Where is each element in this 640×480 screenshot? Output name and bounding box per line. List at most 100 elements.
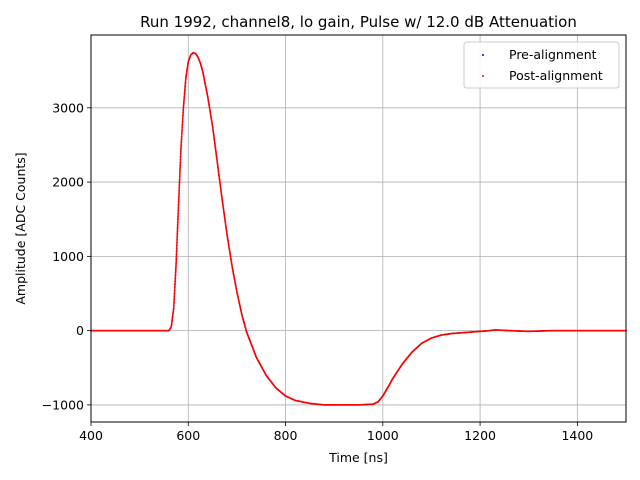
data-point: [178, 192, 180, 195]
data-point: [213, 140, 216, 142]
data-point: [177, 200, 180, 203]
data-point: [218, 175, 221, 178]
data-point: [212, 128, 214, 130]
data-point: [175, 250, 178, 253]
legend-label-post-alignment: Post-alignment: [509, 68, 603, 83]
x-axis-ticks: 400 600 800 1000 1200 1400: [79, 422, 593, 443]
data-point: [177, 212, 180, 215]
y-axis-ticks: −1000 0 1000 2000 3000: [42, 100, 91, 412]
data-point: [171, 318, 174, 320]
data-point: [176, 238, 179, 241]
data-point: [172, 307, 175, 310]
data-point: [213, 141, 216, 144]
data-point: [173, 301, 175, 304]
data-point: [179, 164, 182, 167]
data-point: [183, 96, 186, 99]
data-point: [175, 246, 178, 248]
data-point: [182, 105, 185, 108]
data-point: [180, 132, 183, 135]
data-point: [180, 147, 182, 150]
data-point: [211, 125, 214, 128]
data-point: [212, 133, 215, 136]
data-point: [176, 240, 178, 242]
data-point: [215, 157, 218, 160]
x-tick-label: 800: [274, 428, 298, 443]
data-point: [180, 141, 183, 144]
data-point: [175, 252, 178, 255]
data-point: [170, 324, 173, 327]
data-point: [221, 197, 223, 199]
data-point: [177, 214, 180, 216]
data-point: [211, 126, 214, 129]
data-point: [183, 94, 186, 96]
data-point: [172, 305, 175, 308]
data-point: [219, 187, 222, 190]
data-point: [178, 183, 181, 186]
data-point: [181, 120, 184, 123]
data-point: [216, 161, 219, 164]
data-point: [179, 172, 181, 175]
x-tick-label: 1000: [367, 428, 399, 443]
data-point: [176, 227, 179, 230]
data-point: [212, 130, 215, 133]
y-tick-label: 3000: [52, 100, 84, 115]
y-axis-label: Amplitude [ADC Counts]: [13, 152, 28, 304]
data-point: [175, 258, 178, 261]
data-point: [173, 294, 176, 296]
data-point: [181, 131, 183, 133]
data-point: [180, 146, 182, 149]
data-point: [214, 149, 217, 152]
data-point: [182, 101, 185, 104]
data-point: [177, 197, 180, 200]
data-point: [217, 171, 220, 174]
data-point: [184, 80, 187, 82]
data-point: [178, 194, 180, 196]
data-point: [178, 178, 181, 181]
data-point: [177, 206, 180, 209]
data-point: [176, 229, 179, 232]
data-point: [184, 81, 187, 84]
data-point: [181, 129, 183, 132]
data-point: [172, 304, 175, 307]
data-point: [220, 193, 223, 195]
data-point: [174, 271, 177, 274]
data-point: [180, 140, 183, 142]
data-point: [171, 319, 174, 322]
data-point: [173, 302, 175, 305]
data-point: [215, 154, 218, 157]
data-point: [183, 99, 185, 102]
data-point: [180, 134, 183, 136]
data-point: [219, 183, 222, 186]
data-point: [177, 204, 180, 207]
data-point: [175, 259, 178, 262]
data-point: [178, 189, 181, 192]
data-point: [218, 181, 221, 183]
data-point: [213, 142, 216, 145]
data-point: [175, 261, 178, 264]
data-point: [178, 191, 180, 193]
data-point: [213, 138, 216, 141]
data-point: [173, 298, 176, 301]
data-point: [220, 195, 223, 198]
data-point: [212, 134, 215, 137]
data-point: [183, 92, 186, 95]
data-point: [174, 274, 177, 277]
data-point: [180, 137, 183, 139]
data-point: [174, 270, 177, 273]
data-point: [177, 217, 179, 219]
data-point: [182, 106, 185, 109]
data-point: [183, 95, 186, 98]
data-point: [218, 174, 220, 177]
data-point: [171, 314, 174, 316]
data-point: [176, 224, 179, 227]
data-point: [184, 84, 187, 87]
data-point: [179, 169, 181, 172]
data-point: [217, 166, 219, 169]
data-point: [181, 119, 184, 121]
legend: Pre-alignment Post-alignment: [463, 41, 620, 89]
data-point: [174, 268, 177, 271]
data-point: [184, 85, 187, 88]
data-point: [216, 162, 219, 165]
axes-frame: [90, 34, 627, 423]
data-point: [175, 253, 178, 256]
